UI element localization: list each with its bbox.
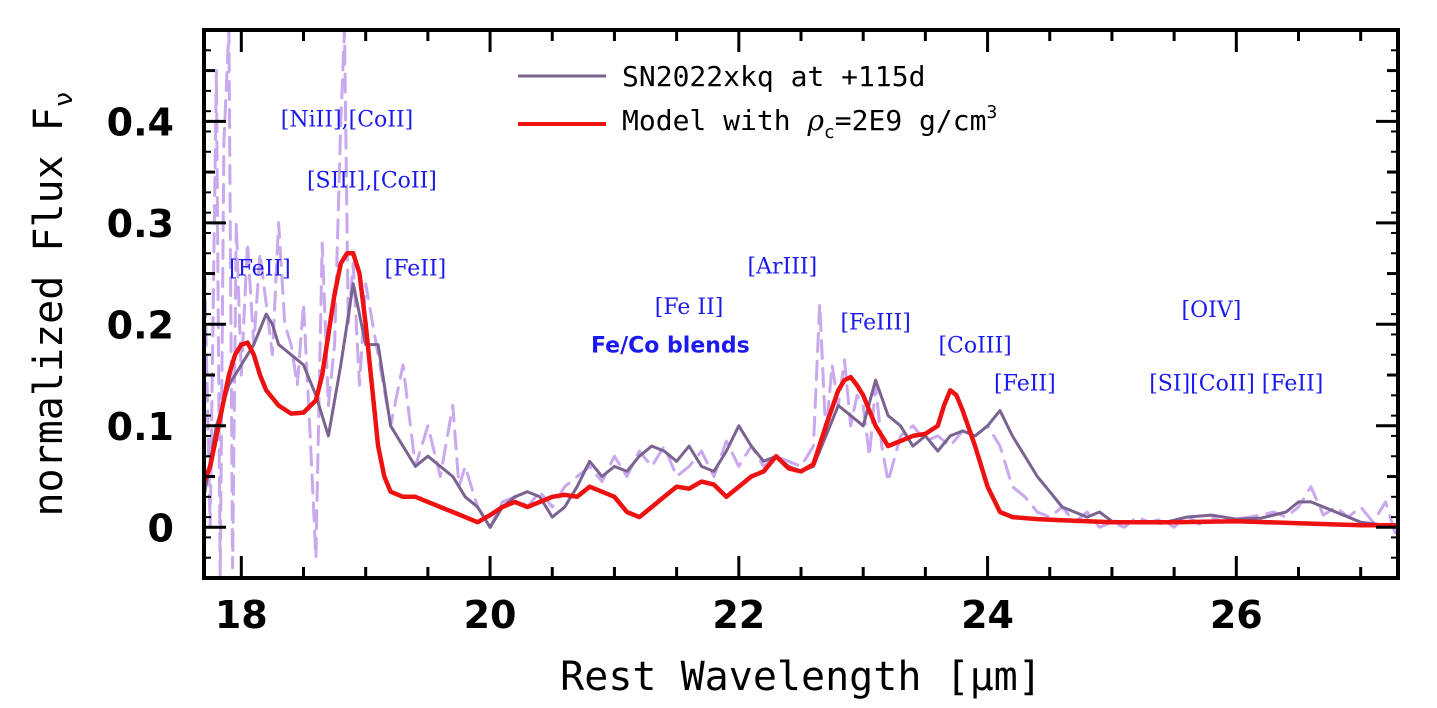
- x-tick-label: 20: [464, 593, 517, 637]
- series-line-model: [204, 251, 1398, 528]
- y-tick-label: 0.4: [107, 100, 174, 144]
- y-tick-label: 0.3: [107, 202, 174, 246]
- line-annotation: [ArIII]: [748, 255, 818, 280]
- line-annotation: [FeII]: [229, 257, 291, 282]
- x-tick-label: 26: [1210, 593, 1263, 637]
- y-tick-label: 0: [148, 506, 174, 550]
- line-annotation: [FeII]: [994, 371, 1056, 396]
- x-tick-label: 22: [712, 593, 765, 637]
- line-annotation: [SI][CoII] [FeII]: [1149, 371, 1323, 396]
- line-annotation: [NiII],[CoII]: [281, 107, 413, 132]
- line-annotation: [FeII]: [385, 257, 447, 282]
- line-annotation: [Fe II]: [655, 295, 724, 320]
- legend-label-model: Model with ρc=2E9 g/cm3: [622, 102, 997, 143]
- line-annotation: [SIII],[CoII]: [307, 168, 437, 193]
- line-annotation: [OIV]: [1182, 298, 1242, 323]
- line-annotation: [FeIII]: [840, 310, 910, 335]
- x-tick-label: 24: [961, 593, 1014, 637]
- series-line-observed: [204, 282, 1398, 529]
- legend-label-observed: SN2022xkq at +115d: [622, 60, 925, 93]
- x-tick-label: 18: [215, 593, 268, 637]
- series-layer: [204, 30, 1398, 578]
- svg-text:normalized Flux Fν: normalized Flux Fν: [26, 91, 79, 516]
- x-axis-title: Rest Wavelength [μm]: [560, 654, 1042, 700]
- annotations: [NiII],[CoII] [SIII],[CoII] [FeII] [FeII] [A…: [229, 107, 1323, 396]
- line-annotation: [CoIII]: [938, 334, 1011, 359]
- y-axis-title: normalized Flux Fν: [26, 91, 79, 516]
- legend: SN2022xkq at +115d Model with ρc=2E9 g/c…: [518, 60, 997, 143]
- y-tick-label: 0.2: [107, 303, 174, 347]
- ticks-layer: 18 20 22 24 26 0 0.1 0.2 0.3 0.4: [107, 30, 1398, 637]
- y-tick-label: 0.1: [107, 405, 174, 449]
- line-annotation: Fe/Co blends: [591, 334, 750, 359]
